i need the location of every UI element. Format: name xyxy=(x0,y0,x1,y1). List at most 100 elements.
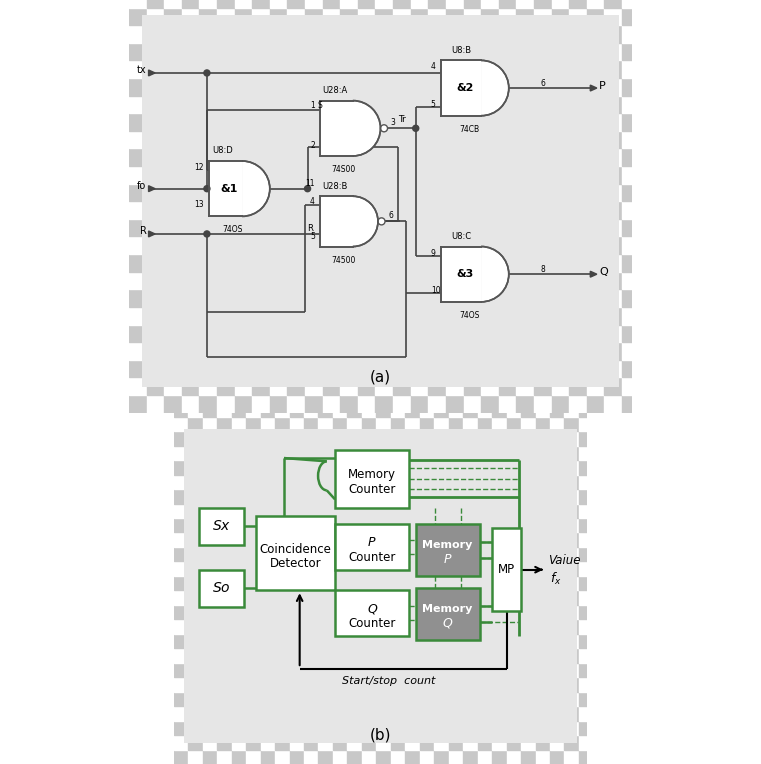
Bar xyxy=(217,8,234,25)
Bar xyxy=(174,720,188,735)
Bar xyxy=(449,431,463,445)
Bar xyxy=(406,706,420,720)
FancyBboxPatch shape xyxy=(492,529,521,611)
Bar xyxy=(182,237,199,254)
Bar xyxy=(199,43,217,60)
Bar xyxy=(217,25,234,43)
Bar xyxy=(552,377,569,395)
Bar xyxy=(463,166,481,183)
Bar xyxy=(565,431,579,445)
Bar xyxy=(202,503,217,518)
Bar xyxy=(231,533,246,547)
Bar xyxy=(252,148,270,166)
Bar xyxy=(231,620,246,634)
Bar xyxy=(552,201,569,219)
Bar xyxy=(202,547,217,562)
Bar xyxy=(391,562,406,576)
Bar xyxy=(406,677,420,691)
Bar xyxy=(536,402,550,416)
Bar xyxy=(435,591,449,605)
Bar xyxy=(481,377,498,395)
Bar xyxy=(340,325,358,342)
Text: Counter: Counter xyxy=(349,617,396,630)
Bar xyxy=(129,377,147,395)
Bar xyxy=(552,237,569,254)
Bar xyxy=(536,749,550,764)
FancyBboxPatch shape xyxy=(335,591,409,636)
Bar xyxy=(579,547,594,562)
Bar xyxy=(492,402,507,416)
Bar xyxy=(289,605,304,620)
Bar xyxy=(391,648,406,662)
Bar xyxy=(234,96,252,113)
Bar xyxy=(391,634,406,648)
Bar xyxy=(358,290,375,307)
Bar xyxy=(552,166,569,183)
Bar xyxy=(393,219,411,237)
Bar xyxy=(358,342,375,360)
Bar xyxy=(391,662,406,677)
Bar xyxy=(164,325,182,342)
Bar xyxy=(428,219,446,237)
Bar xyxy=(319,735,333,749)
Bar xyxy=(463,591,478,605)
Bar xyxy=(375,290,393,307)
Bar xyxy=(199,272,217,290)
Bar xyxy=(217,547,231,562)
Bar xyxy=(288,0,305,8)
Bar xyxy=(304,576,319,591)
Bar xyxy=(579,533,594,547)
Bar xyxy=(521,735,536,749)
Bar xyxy=(622,342,639,360)
Bar xyxy=(587,307,604,325)
Bar xyxy=(428,237,446,254)
Bar xyxy=(348,562,362,576)
Bar xyxy=(305,201,323,219)
Bar xyxy=(348,735,362,749)
Bar xyxy=(362,460,377,474)
Bar xyxy=(348,416,362,431)
Bar xyxy=(587,325,604,342)
Bar xyxy=(604,131,622,148)
Bar xyxy=(521,749,536,764)
Bar xyxy=(517,237,534,254)
Bar xyxy=(348,634,362,648)
Bar xyxy=(323,307,340,325)
Bar xyxy=(340,78,358,96)
Bar xyxy=(275,445,289,460)
Bar xyxy=(288,377,305,395)
Text: Q: Q xyxy=(600,267,608,277)
Bar xyxy=(202,460,217,474)
Bar xyxy=(323,377,340,395)
Bar xyxy=(323,272,340,290)
Bar xyxy=(358,131,375,148)
Bar xyxy=(420,591,435,605)
Bar xyxy=(375,183,393,201)
Bar xyxy=(587,96,604,113)
Polygon shape xyxy=(148,186,155,192)
Bar xyxy=(260,562,275,576)
Bar xyxy=(420,460,435,474)
Bar xyxy=(604,0,622,8)
Bar xyxy=(622,219,639,237)
Bar xyxy=(182,78,199,96)
Bar xyxy=(231,648,246,662)
Bar xyxy=(579,648,594,662)
Bar xyxy=(420,533,435,547)
Bar xyxy=(550,591,565,605)
Bar xyxy=(288,25,305,43)
Bar xyxy=(550,691,565,706)
Bar xyxy=(406,562,420,576)
Bar xyxy=(362,591,377,605)
Polygon shape xyxy=(591,85,597,91)
Bar xyxy=(463,677,478,691)
Bar xyxy=(275,474,289,489)
Bar xyxy=(446,8,463,25)
Bar xyxy=(182,183,199,201)
Bar xyxy=(289,460,304,474)
Text: 5: 5 xyxy=(431,99,436,108)
Bar xyxy=(565,489,579,503)
Bar xyxy=(270,395,288,413)
Text: &1: &1 xyxy=(221,183,237,193)
Bar xyxy=(182,0,199,8)
